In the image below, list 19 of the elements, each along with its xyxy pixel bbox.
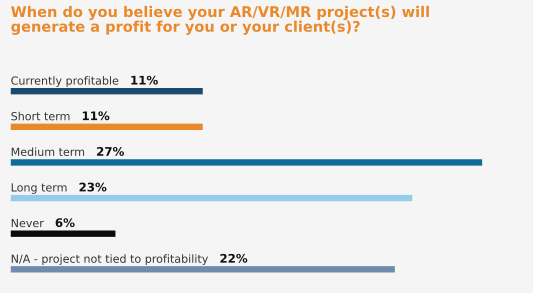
bar (10, 159, 482, 166)
data-label: 6% (56, 218, 75, 228)
data-label: 11% (131, 76, 158, 85)
bar (10, 266, 395, 273)
data-label: 23% (80, 182, 106, 192)
bar (10, 88, 203, 94)
y-tick-label: Medium term (12, 147, 84, 156)
y-tick-label: Never (12, 219, 44, 228)
data-label: 11% (82, 111, 110, 120)
chart-title: When do you believe your AR/VR/MR project(s) will generate a profit for you or your client(s)? (11, 6, 429, 35)
bar (10, 230, 116, 237)
bar (10, 194, 412, 202)
data-label: 27% (97, 146, 124, 156)
y-tick-label: Long term (12, 183, 67, 194)
bar (10, 124, 203, 130)
data-label: 22% (220, 254, 248, 263)
y-tick-label: Currently profitable (11, 76, 118, 87)
y-tick-label: N/A - project not tied to profitability (12, 254, 208, 266)
y-tick-label: Short term (11, 112, 70, 120)
